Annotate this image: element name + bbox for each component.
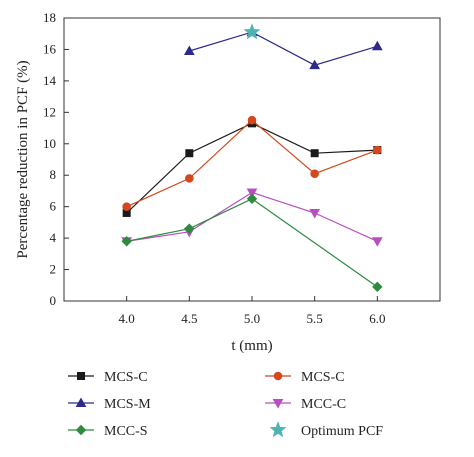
- x-tick-label: 4.5: [181, 311, 197, 326]
- y-axis-label: Percentage reduction in PCF (%): [15, 60, 31, 258]
- data-point: [372, 281, 383, 293]
- series-2: [183, 26, 383, 70]
- legend-label: MCS-C: [104, 370, 148, 385]
- legend-item: MCS-M: [68, 397, 151, 412]
- data-point: [185, 149, 194, 158]
- data-point: [310, 169, 319, 178]
- data-point: [122, 202, 131, 211]
- x-tick-label: 5.0: [244, 311, 260, 326]
- data-point: [185, 174, 194, 183]
- data-point: [184, 223, 195, 234]
- data-point: [243, 23, 261, 40]
- data-point: [246, 188, 258, 199]
- data-point: [371, 40, 383, 51]
- plot-area: 0 2 4 6 8 10 12 14 16 18 4.0 4.5 5.0 5.5 6.0: [43, 10, 441, 326]
- y-tick-label: 16: [43, 41, 57, 56]
- legend-label: MCC-C: [301, 397, 346, 412]
- x-axis: 4.0 4.5 5.0 5.5 6.0: [119, 296, 385, 326]
- series-5: [243, 23, 261, 40]
- data-point: [247, 115, 257, 125]
- legend-marker: [269, 421, 287, 438]
- data-point: [309, 208, 321, 219]
- data-point: [371, 237, 383, 247]
- data-point: [309, 59, 321, 70]
- series-layer: [121, 23, 383, 293]
- legend: MCS-C MCS-C MCS-M MCC-C MCC-S Optimum PCF: [68, 370, 383, 439]
- legend-item: MCC-C: [265, 397, 346, 412]
- data-point: [310, 149, 319, 158]
- legend-marker: [75, 424, 87, 436]
- legend-label: MCS-C: [301, 370, 345, 385]
- legend-label: MCC-S: [104, 424, 148, 439]
- y-tick-label: 0: [50, 293, 57, 308]
- legend-marker: [273, 371, 283, 381]
- legend-label: MCS-M: [104, 397, 151, 412]
- y-tick-label: 2: [50, 262, 57, 277]
- y-tick-label: 4: [50, 230, 57, 245]
- data-point: [183, 45, 195, 56]
- plot-frame: [63, 17, 441, 302]
- series-4: [121, 193, 383, 293]
- legend-item: MCC-S: [68, 424, 148, 439]
- data-point: [373, 145, 382, 155]
- x-tick-label: 6.0: [369, 311, 385, 326]
- y-axis: 0 2 4 6 8 10 12 14 16 18: [43, 10, 69, 308]
- legend-marker: [272, 399, 284, 409]
- x-tick-label: 5.5: [307, 311, 323, 326]
- y-tick-label: 14: [43, 73, 57, 88]
- x-tick-label: 4.0: [119, 311, 135, 326]
- series-line: [189, 31, 378, 66]
- data-point: [246, 193, 258, 205]
- y-tick-label: 12: [43, 104, 56, 119]
- y-tick-label: 10: [43, 136, 56, 151]
- legend-marker: [77, 372, 85, 380]
- legend-item: MCS-C: [68, 370, 148, 385]
- legend-item: MCS-C: [265, 370, 345, 385]
- y-tick-label: 8: [50, 167, 57, 182]
- data-point: [121, 236, 132, 247]
- legend-marker: [75, 397, 87, 407]
- y-tick-label: 6: [50, 199, 57, 214]
- legend-label: Optimum PCF: [301, 424, 383, 439]
- y-tick-label: 18: [43, 10, 56, 25]
- x-axis-label: t (mm): [231, 338, 272, 354]
- series-line: [126, 198, 378, 288]
- series-1: [122, 115, 382, 211]
- legend-item: Optimum PCF: [269, 421, 383, 439]
